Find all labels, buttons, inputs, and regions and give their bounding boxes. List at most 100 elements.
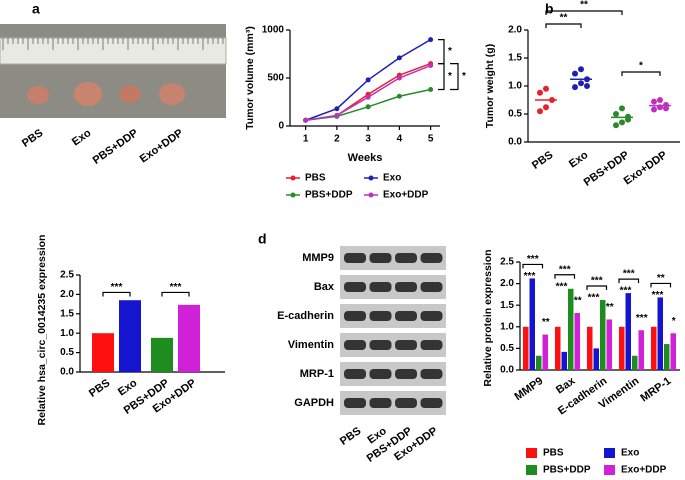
blot-band <box>369 311 392 321</box>
y-tick-label: 2.0 <box>60 289 74 300</box>
blot-band <box>420 311 443 321</box>
significance: *** <box>524 271 536 282</box>
y-tick-label: 0.5 <box>500 343 514 354</box>
significance: *** <box>170 282 182 293</box>
bar <box>151 337 173 372</box>
blot-band <box>344 340 366 350</box>
significance: ** <box>580 0 588 11</box>
bracket <box>650 282 672 288</box>
x-tick-label: Bax <box>554 375 578 397</box>
point <box>651 98 657 105</box>
bar <box>632 355 638 370</box>
bar <box>555 326 561 370</box>
significance: *** <box>652 290 664 301</box>
point <box>334 112 340 118</box>
blot-row-label: Bax <box>314 281 335 293</box>
point <box>334 106 340 112</box>
point <box>365 104 371 110</box>
blot-row-label: GAPDH <box>294 397 334 409</box>
photo-label: PBS+DDP <box>91 127 141 167</box>
tumor-photo <box>0 24 227 118</box>
bracket <box>438 63 445 91</box>
x-tick-label: Exo+DDP <box>622 149 670 187</box>
bar <box>651 326 657 370</box>
y-axis-label: Relative protein expression <box>482 249 494 386</box>
significance: * <box>639 61 643 72</box>
significance: * <box>448 46 452 57</box>
blot-band <box>420 253 443 263</box>
bracket <box>621 71 661 76</box>
point <box>584 83 590 89</box>
bracket <box>522 263 544 269</box>
point <box>651 106 657 113</box>
bracket <box>545 23 582 28</box>
legend-swatch <box>604 448 615 458</box>
bar <box>178 304 200 372</box>
blot-band <box>395 369 417 379</box>
point <box>396 55 402 61</box>
bar <box>568 288 574 370</box>
point <box>572 70 578 77</box>
bar <box>119 300 141 372</box>
y-tick-label: 1.0 <box>500 321 514 332</box>
point <box>396 93 402 99</box>
bar <box>600 300 606 370</box>
x-tick-label: 3 <box>365 134 371 145</box>
x-tick-label: Exo <box>567 149 591 171</box>
bar <box>670 333 676 370</box>
blot-lane-label: PBS <box>338 425 363 448</box>
legend-label: PBS <box>543 448 564 459</box>
x-tick-label: PBS <box>87 377 112 400</box>
blot-band <box>369 253 392 263</box>
significance: ** <box>542 317 550 328</box>
legend-swatch <box>526 448 537 458</box>
y-tick-label: 0.5 <box>60 347 74 358</box>
legend-marker <box>368 175 374 181</box>
blot-band <box>369 369 392 379</box>
x-axis-label: Weeks <box>348 152 383 164</box>
legend-label: PBS+DDP <box>305 190 353 201</box>
point <box>619 105 625 112</box>
significance: ** <box>657 273 665 284</box>
y-tick-label: 2.5 <box>500 257 514 268</box>
significance: *** <box>623 269 635 280</box>
significance: *** <box>559 264 571 275</box>
photo-label: Exo+DDP <box>138 127 186 165</box>
x-tick-label: PBS <box>530 149 555 172</box>
bar <box>523 326 529 370</box>
panel-letter: d <box>258 231 267 247</box>
significance: * <box>462 71 466 82</box>
blot-band <box>420 398 443 408</box>
y-tick-label: 0.0 <box>508 137 522 148</box>
y-tick-label: 1.5 <box>508 53 522 64</box>
legend-marker <box>290 192 296 198</box>
bracket <box>554 274 576 279</box>
significance: *** <box>636 313 648 324</box>
point <box>578 80 584 87</box>
x-tick-label: 5 <box>428 134 434 145</box>
legend-swatch <box>526 465 537 475</box>
blot-band <box>344 282 366 292</box>
y-tick-label: 2.0 <box>508 25 522 36</box>
blot-band <box>420 340 443 350</box>
blot-band <box>369 340 392 350</box>
x-tick-label: 1 <box>303 134 309 145</box>
x-tick-label: 4 <box>397 134 403 145</box>
legend-marker <box>290 175 296 181</box>
point <box>537 108 543 115</box>
point <box>619 119 625 126</box>
bar <box>542 334 548 370</box>
significance: *** <box>111 282 123 293</box>
y-tick-label: 1.5 <box>500 300 514 311</box>
y-tick-label: 2.0 <box>500 278 514 289</box>
bracket <box>545 10 623 15</box>
significance: ** <box>606 302 614 313</box>
point <box>578 66 584 73</box>
y-axis-label: Tumor volume (mm³) <box>244 26 256 130</box>
legend-label: Exo <box>621 448 639 459</box>
bar <box>625 293 631 370</box>
blot-band <box>369 398 392 408</box>
bar <box>638 330 644 370</box>
significance: *** <box>556 281 568 292</box>
